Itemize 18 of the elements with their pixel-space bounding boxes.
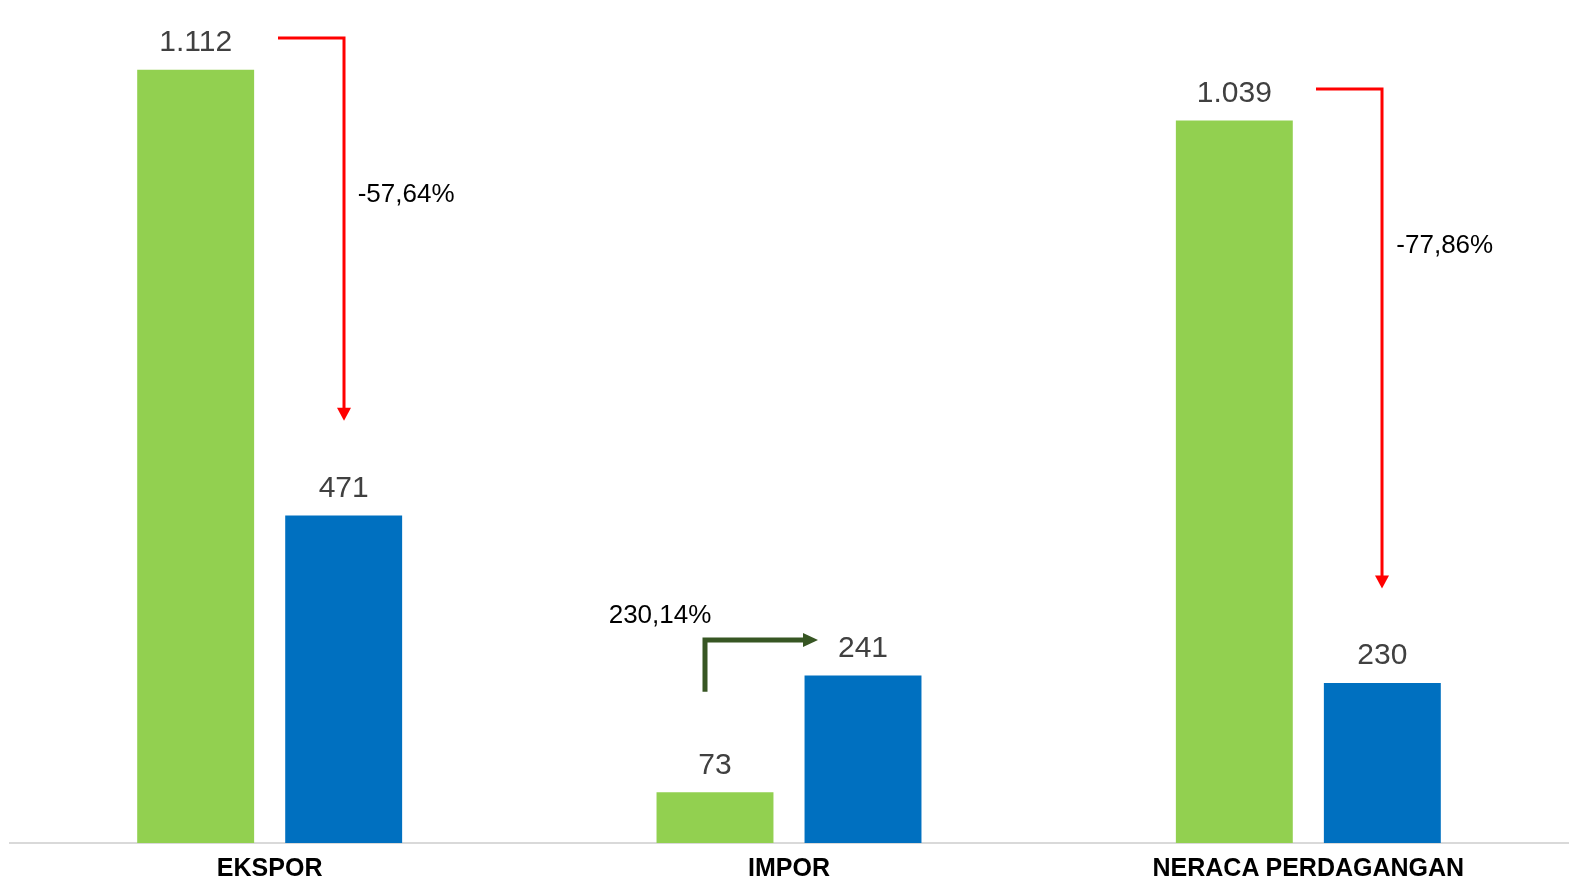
bar: [1175, 120, 1293, 843]
bar: [137, 69, 255, 843]
text: 241: [837, 629, 889, 663]
bar: [804, 675, 922, 843]
text: 230: [1357, 637, 1408, 671]
x-tick-label: NERACA PERDAGANGAN: [1152, 852, 1465, 881]
annotation: 230,14%: [608, 598, 712, 629]
bar: [656, 792, 774, 843]
text: 1.112: [159, 24, 233, 58]
x-tick-label: IMPOR: [748, 852, 830, 881]
bar: [1323, 683, 1441, 843]
text: 471: [318, 469, 369, 503]
bar: [285, 515, 403, 843]
annotation: -77,86%: [1396, 228, 1494, 259]
x-tick-label: EKSPOR: [216, 852, 323, 881]
annotation: -57,64%: [357, 178, 455, 209]
text: 1.039: [1196, 74, 1272, 108]
text: 73: [698, 746, 732, 780]
